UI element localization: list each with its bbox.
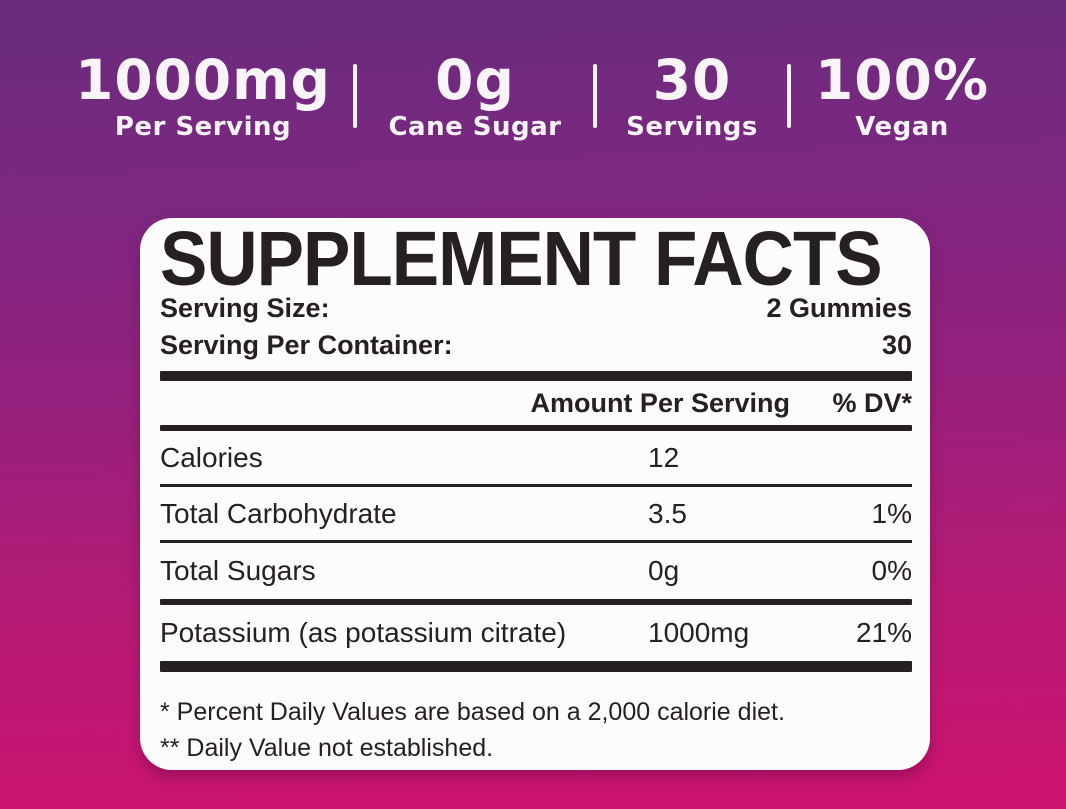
nutrient-dv: 0% xyxy=(871,555,912,586)
divider-bar-bottom xyxy=(160,661,912,672)
servings-per-container-label: Serving Per Container: xyxy=(160,330,453,360)
stat-vegan: 100% Vegan xyxy=(791,52,1013,142)
table-row-calories: Calories 12 xyxy=(160,431,912,487)
stat-vegan-label: Vegan xyxy=(855,112,949,143)
stat-cane-sugar-label: Cane Sugar xyxy=(388,112,562,143)
stat-per-serving-label: Per Serving xyxy=(114,112,292,143)
stat-per-serving: 1000mg Per Serving xyxy=(53,52,353,142)
supplement-facts-panel: SUPPLEMENT FACTS Serving Size: 2 Gummies… xyxy=(140,218,930,770)
serving-size-row: Serving Size: 2 Gummies xyxy=(160,290,912,327)
nutrient-name: Total Carbohydrate xyxy=(160,497,397,529)
divider-bar-sugars xyxy=(160,599,912,605)
footnote-daily-values: * Percent Daily Values are based on a 2,… xyxy=(160,698,785,726)
nutrient-name: Calories xyxy=(160,441,263,473)
servings-per-container-row: Serving Per Container: 30 xyxy=(160,327,912,364)
stat-divider xyxy=(787,64,791,128)
stat-cane-sugar-value: 0g xyxy=(435,48,515,112)
nutrient-name: Total Sugars xyxy=(160,555,316,586)
stat-servings-label: Servings xyxy=(626,112,758,143)
table-row-potassium: Potassium (as potassium citrate) 1000mg … xyxy=(160,605,912,661)
nutrient-amount: 3.5 xyxy=(648,497,687,529)
stat-divider xyxy=(593,64,597,128)
table-header-row: Amount Per Serving % DV* xyxy=(160,381,912,425)
table-row-total-sugars: Total Sugars 0g 0% xyxy=(160,543,912,599)
stat-vegan-value: 100% xyxy=(815,48,989,112)
divider-bar-top xyxy=(160,371,912,381)
serving-size-label: Serving Size: xyxy=(160,293,330,323)
column-header-dv: % DV* xyxy=(832,387,912,418)
stat-servings: 30 Servings xyxy=(597,52,787,142)
nutrient-amount: 1000mg xyxy=(648,617,750,648)
stat-divider xyxy=(353,64,357,128)
header-stats-strip: 1000mg Per Serving 0g Cane Sugar 30 Serv… xyxy=(0,52,1066,142)
nutrient-dv: 21% xyxy=(855,617,912,648)
table-row-total-carbohydrate: Total Carbohydrate 3.5 1% xyxy=(160,487,912,543)
panel-title: SUPPLEMENT FACTS xyxy=(160,217,883,303)
stat-cane-sugar: 0g Cane Sugar xyxy=(357,52,593,142)
nutrient-amount: 12 xyxy=(648,441,680,473)
column-header-amount: Amount Per Serving xyxy=(530,387,790,418)
stat-per-serving-value: 1000mg xyxy=(75,48,331,112)
stat-servings-value: 30 xyxy=(652,48,732,112)
nutrient-dv: 1% xyxy=(871,497,912,529)
servings-per-container-value: 30 xyxy=(881,330,912,360)
divider-bar-header xyxy=(160,425,912,431)
serving-size-value: 2 Gummies xyxy=(766,293,912,323)
nutrient-amount: 0g xyxy=(648,555,680,586)
nutrient-name: Potassium (as potassium citrate) xyxy=(160,617,567,648)
footnotes: * Percent Daily Values are based on a 2,… xyxy=(160,694,912,766)
footnote-dv-not-established: ** Daily Value not established. xyxy=(160,734,494,762)
